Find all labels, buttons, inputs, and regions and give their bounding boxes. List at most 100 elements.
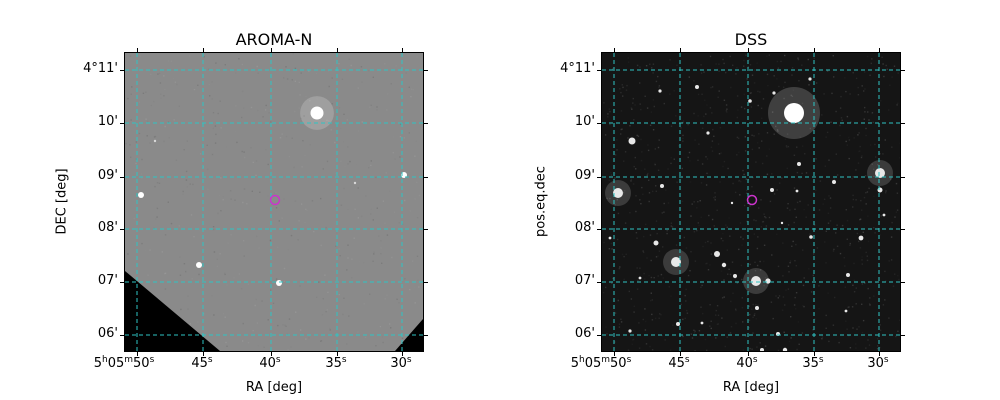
noise-pixel [153, 227, 155, 230]
star [628, 137, 636, 145]
noise-pixel [197, 321, 199, 323]
ytick-mark [597, 70, 601, 71]
noise-pixel [694, 330, 696, 332]
noise-pixel [776, 189, 778, 191]
noise-pixel [700, 64, 702, 66]
noise-pixel [723, 279, 725, 281]
noise-pixel [649, 63, 651, 65]
noise-pixel [416, 217, 419, 219]
noise-pixel [150, 104, 152, 107]
noise-pixel [891, 76, 893, 78]
noise-pixel [241, 116, 243, 119]
noise-pixel [629, 212, 631, 214]
noise-pixel [320, 244, 322, 247]
noise-pixel [388, 323, 391, 325]
noise-pixel [720, 237, 723, 240]
noise-pixel [869, 74, 871, 76]
noise-pixel [730, 300, 732, 303]
noise-pixel [712, 128, 714, 131]
noise-pixel [631, 108, 633, 110]
noise-pixel [892, 285, 895, 287]
noise-pixel [241, 90, 244, 93]
noise-pixel [682, 120, 685, 122]
noise-pixel [390, 64, 392, 67]
noise-pixel [340, 127, 342, 130]
noise-pixel [855, 169, 857, 171]
star [608, 236, 612, 240]
noise-pixel [709, 55, 712, 58]
target-marker [746, 194, 758, 206]
noise-pixel [154, 180, 156, 182]
noise-pixel [608, 179, 610, 181]
noise-pixel [857, 134, 859, 136]
noise-pixel [667, 202, 670, 204]
star [695, 85, 699, 89]
noise-pixel [167, 121, 170, 123]
noise-pixel [180, 308, 182, 311]
noise-pixel [755, 304, 757, 306]
noise-pixel [627, 349, 630, 351]
noise-pixel [290, 346, 292, 348]
noise-pixel [704, 338, 707, 341]
noise-pixel [846, 328, 848, 330]
noise-pixel [852, 206, 854, 208]
noise-pixel [679, 291, 682, 293]
noise-pixel [630, 180, 632, 182]
noise-pixel [865, 203, 867, 205]
noise-pixel [163, 75, 165, 77]
noise-pixel [211, 295, 213, 297]
noise-pixel [795, 216, 797, 218]
noise-pixel [156, 182, 159, 184]
noise-pixel [736, 67, 738, 69]
noise-pixel [620, 321, 623, 323]
noise-pixel [688, 151, 691, 154]
noise-pixel [293, 166, 295, 169]
star [613, 188, 623, 198]
noise-pixel [738, 248, 740, 251]
noise-pixel [215, 227, 217, 230]
noise-pixel [604, 134, 607, 136]
noise-pixel [706, 104, 708, 106]
noise-pixel [409, 288, 411, 291]
noise-pixel [708, 214, 710, 217]
noise-pixel [369, 293, 371, 295]
noise-pixel [611, 248, 613, 250]
noise-pixel [711, 218, 714, 221]
noise-pixel [736, 116, 738, 119]
star [714, 251, 720, 257]
noise-pixel [824, 241, 826, 243]
noise-pixel [761, 140, 763, 142]
noise-pixel [362, 261, 365, 264]
noise-pixel [709, 325, 711, 327]
noise-pixel [698, 143, 700, 145]
noise-pixel [876, 348, 879, 350]
noise-pixel [142, 92, 145, 94]
noise-pixel [883, 75, 885, 78]
star [653, 240, 659, 246]
noise-pixel [636, 237, 638, 239]
noise-pixel [796, 171, 799, 174]
noise-pixel [607, 113, 609, 115]
noise-pixel [888, 317, 890, 319]
ytick-label: 08' [574, 220, 595, 235]
noise-pixel [635, 195, 637, 197]
noise-pixel [840, 95, 842, 98]
noise-pixel [882, 153, 884, 155]
noise-pixel [346, 119, 349, 121]
noise-pixel [660, 314, 662, 316]
xtick-mark [814, 352, 815, 356]
noise-pixel [749, 263, 751, 266]
noise-pixel [139, 55, 141, 57]
noise-pixel [792, 240, 794, 243]
noise-pixel [740, 236, 742, 238]
noise-pixel [614, 154, 617, 156]
ytick-label: 4°11' [83, 61, 118, 76]
noise-pixel [803, 305, 805, 308]
noise-pixel [234, 199, 236, 201]
noise-pixel [182, 193, 184, 195]
star [877, 187, 883, 193]
noise-pixel [613, 341, 616, 343]
noise-pixel [130, 119, 132, 121]
star [772, 91, 776, 95]
